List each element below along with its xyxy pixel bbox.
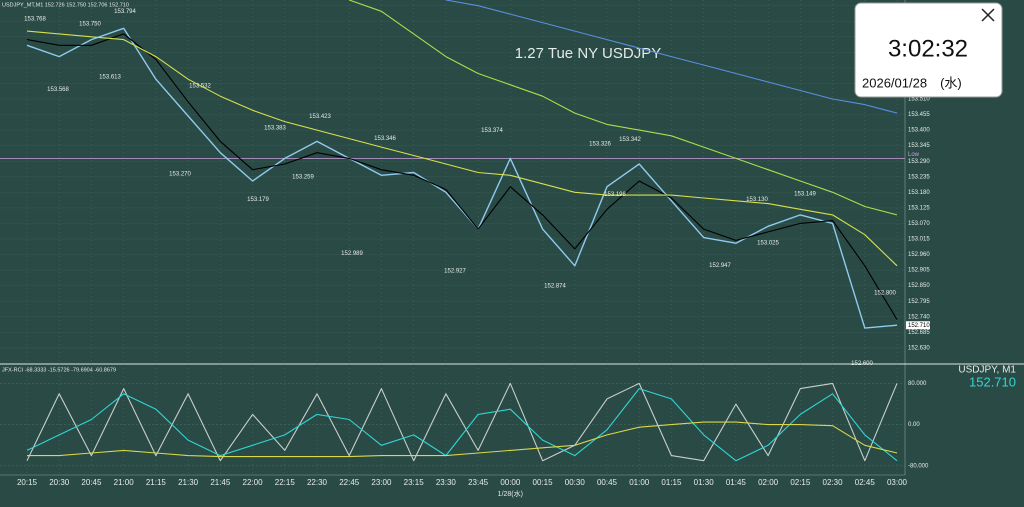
price-annotation: 153.768 bbox=[24, 17, 46, 23]
x-tick-label: 23:45 bbox=[468, 478, 489, 487]
x-tick-label: 01:45 bbox=[726, 478, 747, 487]
y-tick-label: 152.905 bbox=[908, 268, 930, 274]
price-annotation: 153.130 bbox=[746, 197, 768, 203]
clock-time: 3:02:32 bbox=[888, 35, 968, 62]
price-annotation: 153.270 bbox=[169, 171, 191, 177]
y-tick-label: 153.455 bbox=[908, 112, 930, 118]
price-annotation: 152.927 bbox=[444, 268, 466, 274]
y-tick-label: 153.180 bbox=[908, 190, 930, 196]
price-annotation: 153.326 bbox=[589, 142, 611, 148]
y-tick-label: -80.000 bbox=[908, 463, 929, 469]
x-tick-label: 03:00 bbox=[887, 478, 908, 487]
price-annotation: 152.947 bbox=[709, 263, 731, 269]
x-tick-label: 00:30 bbox=[565, 478, 586, 487]
symbol-info: USDJPY_MT,M1 152.726 152.750 152.706 152… bbox=[2, 2, 129, 8]
price-annotation: 153.149 bbox=[794, 192, 816, 198]
y-tick-label: 153.235 bbox=[908, 174, 930, 180]
x-tick-label: 02:30 bbox=[823, 478, 844, 487]
series-line bbox=[26, 33, 898, 320]
x-tick-label: 23:00 bbox=[371, 478, 392, 487]
y-tick-label: 80.000 bbox=[908, 381, 927, 387]
price-annotation: 153.025 bbox=[757, 241, 779, 247]
price-annotation: 153.750 bbox=[79, 22, 101, 28]
price-annotation: 153.794 bbox=[114, 9, 136, 15]
x-tick-label: 21:15 bbox=[146, 478, 167, 487]
x-tick-label: 01:30 bbox=[694, 478, 715, 487]
price-annotation: 153.423 bbox=[309, 114, 331, 120]
x-tick-label: 20:45 bbox=[81, 478, 102, 487]
price-annotation: 152.800 bbox=[874, 290, 896, 296]
price-annotation: 153.259 bbox=[292, 175, 314, 181]
x-tick-label: 21:30 bbox=[178, 478, 199, 487]
last-price-box bbox=[906, 321, 930, 330]
y-tick-label: 153.015 bbox=[908, 237, 930, 243]
rci-title: JFX-RCI -68.3333 -15.5726 -79.6904 -60.8… bbox=[2, 367, 116, 373]
price-annotation: 153.532 bbox=[189, 83, 211, 89]
x-tick-label: 22:00 bbox=[243, 478, 264, 487]
price-annotation: 153.383 bbox=[264, 125, 286, 131]
series-line bbox=[26, 27, 898, 329]
x-tick-label: 21:45 bbox=[210, 478, 231, 487]
rci-symbol: USDJPY, M1 bbox=[958, 365, 1016, 376]
x-tick-label: 23:15 bbox=[404, 478, 425, 487]
series-line bbox=[349, 0, 898, 216]
chart-title: 1.27 Tue NY USDJPY bbox=[515, 45, 661, 62]
y-tick-label: 152.960 bbox=[908, 252, 930, 258]
price-annotation: 152.600 bbox=[851, 361, 873, 367]
y-tick-label: 153.510 bbox=[908, 97, 930, 103]
series-line bbox=[27, 421, 898, 458]
x-tick-label: 23:30 bbox=[436, 478, 457, 487]
y-tick-label: 152.685 bbox=[908, 330, 930, 336]
price-annotation: 153.568 bbox=[47, 87, 69, 93]
x-tick-label: 02:45 bbox=[855, 478, 876, 487]
x-tick-label: 22:45 bbox=[339, 478, 360, 487]
x-tick-label: 22:30 bbox=[307, 478, 328, 487]
x-tick-label: 00:15 bbox=[533, 478, 554, 487]
y-tick-label: 152.740 bbox=[908, 314, 930, 320]
x-tick-label: 21:00 bbox=[114, 478, 135, 487]
clock-date: 2026/01/28 (水) bbox=[862, 75, 962, 90]
close-icon[interactable] bbox=[981, 8, 995, 22]
y-tick-label: 152.850 bbox=[908, 283, 930, 289]
date-label: 1/28(水) bbox=[498, 489, 523, 498]
price-annotation: 153.613 bbox=[99, 74, 121, 80]
clock-widget: 3:02:32 2026/01/28 (水) bbox=[854, 2, 1003, 98]
level-label: Low bbox=[908, 152, 920, 158]
price-annotation: 153.179 bbox=[247, 197, 269, 203]
x-tick-label: 00:00 bbox=[500, 478, 521, 487]
x-tick-label: 00:45 bbox=[597, 478, 618, 487]
x-tick-label: 20:30 bbox=[49, 478, 70, 487]
x-tick-label: 02:00 bbox=[758, 478, 779, 487]
series-line bbox=[445, 0, 898, 114]
y-tick-label: 153.070 bbox=[908, 221, 930, 227]
x-tick-label: 20:15 bbox=[17, 478, 38, 487]
y-tick-label: 153.290 bbox=[908, 159, 930, 165]
price-annotation: 152.874 bbox=[544, 283, 566, 289]
price-annotation: 152.989 bbox=[341, 251, 363, 257]
x-tick-label: 22:15 bbox=[275, 478, 296, 487]
price-annotation: 153.346 bbox=[374, 136, 396, 142]
y-tick-label: 153.345 bbox=[908, 143, 930, 149]
y-tick-label: 152.630 bbox=[908, 345, 930, 351]
y-tick-label: 153.400 bbox=[908, 128, 930, 134]
price-annotation: 153.198 bbox=[604, 192, 626, 198]
price-annotation: 153.374 bbox=[481, 128, 503, 134]
y-tick-label: 152.795 bbox=[908, 299, 930, 305]
x-tick-label: 01:00 bbox=[629, 478, 650, 487]
clock-box bbox=[854, 2, 1003, 98]
rci-last: 152.710 bbox=[969, 374, 1016, 389]
x-tick-label: 01:15 bbox=[661, 478, 682, 487]
price-annotation: 153.342 bbox=[619, 137, 641, 143]
series-line bbox=[26, 30, 898, 267]
y-tick-label: 153.125 bbox=[908, 205, 930, 211]
series-line bbox=[26, 388, 898, 462]
x-tick-label: 02:15 bbox=[790, 478, 811, 487]
y-tick-label: 0.00 bbox=[908, 422, 920, 428]
last-price-label: 152.710 bbox=[908, 323, 930, 329]
